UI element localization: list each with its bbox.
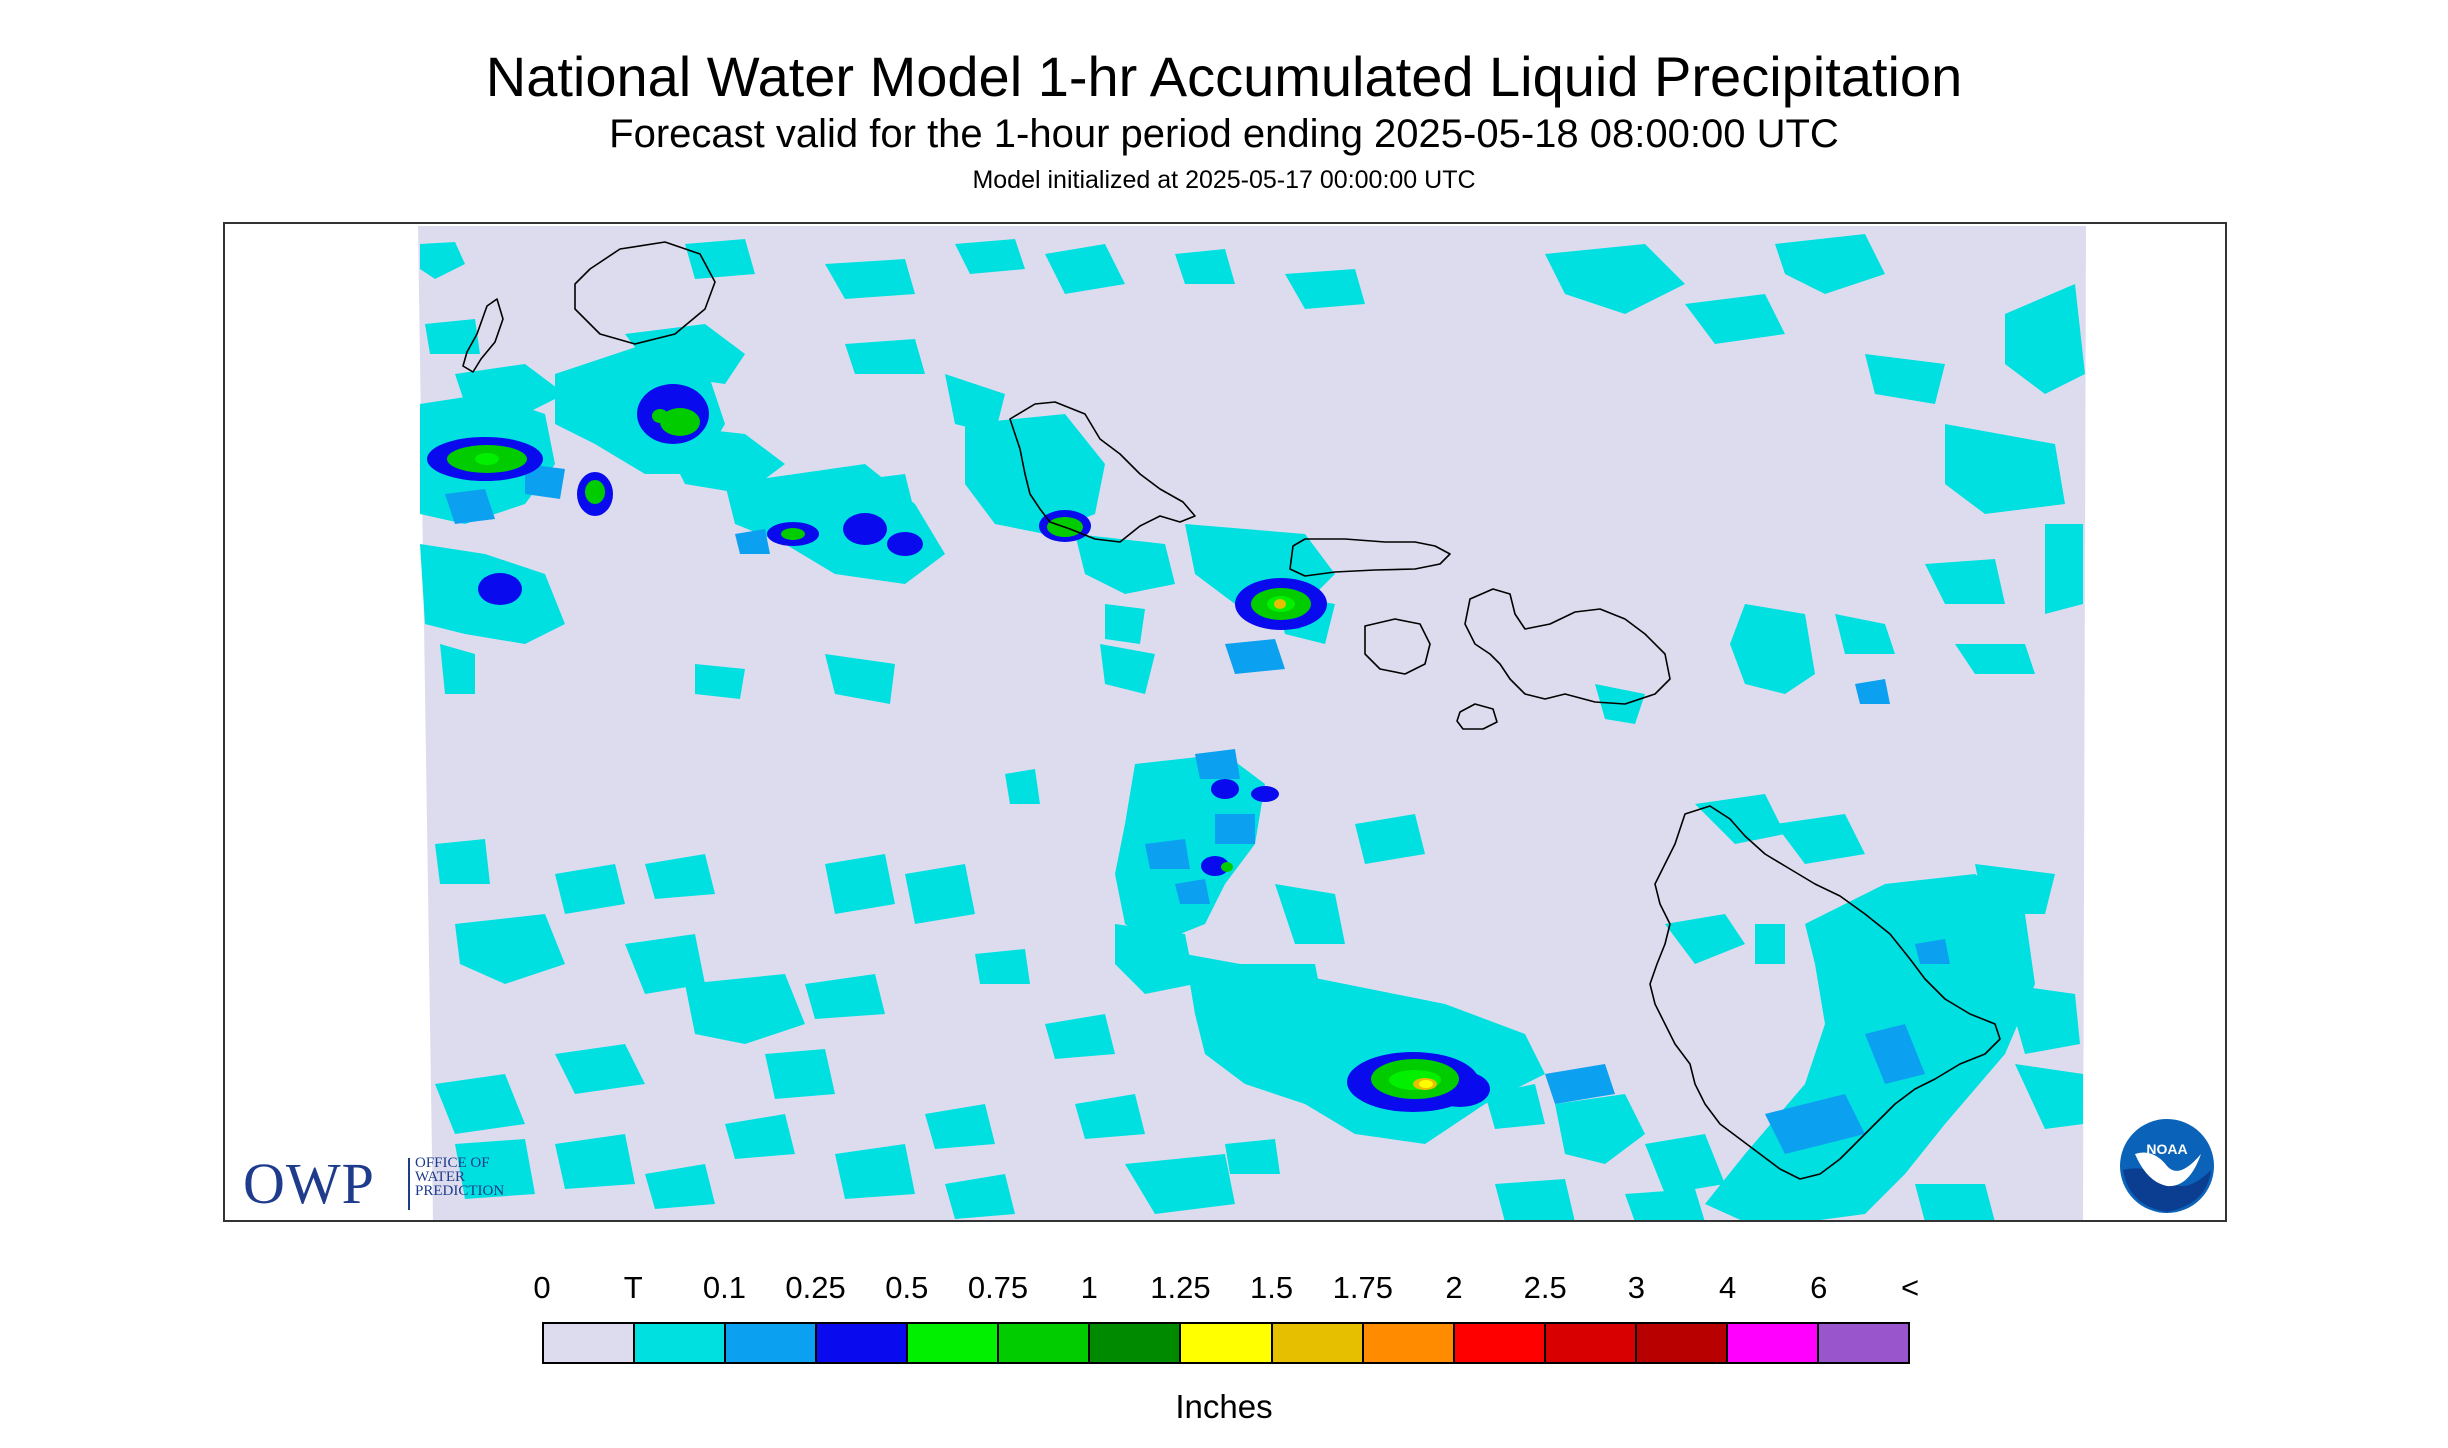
legend-swatch — [817, 1324, 909, 1362]
legend-swatch — [999, 1324, 1091, 1362]
light-precip-areas — [445, 464, 1950, 1154]
legend-label: 1 — [1080, 1270, 1098, 1305]
legend-label: 4 — [1718, 1270, 1737, 1305]
legend-swatch — [544, 1324, 636, 1362]
legend-swatch — [1363, 1324, 1455, 1362]
precipitation-map[interactable]: OWP OFFICE OF WATER PREDICTION NOAA — [223, 222, 2227, 1222]
color-legend-bar — [542, 1322, 1910, 1364]
owp-logo-subtitle: OFFICE OF WATER PREDICTION — [415, 1155, 555, 1199]
owp-logo-letters: OWP — [243, 1151, 375, 1216]
legend-label: 3 — [1627, 1270, 1646, 1305]
legend-swatch — [1090, 1324, 1182, 1362]
noaa-logo-text: NOAA — [2146, 1141, 2187, 1157]
map-subtitle: Forecast valid for the 1-hour period end… — [609, 112, 1839, 156]
legend-label: < — [1900, 1270, 1920, 1305]
noaa-logo: NOAA — [2120, 1119, 2214, 1213]
owp-logo-line2: WATER — [415, 1169, 465, 1185]
legend-label: 0 — [533, 1270, 551, 1305]
legend-label: 0.1 — [702, 1270, 746, 1305]
legend-label: 1.75 — [1332, 1270, 1393, 1305]
legend-label: 1.25 — [1150, 1270, 1211, 1305]
owp-logo-separator — [408, 1158, 410, 1210]
kahoolawe-coast — [1456, 703, 1498, 730]
very-heavy-precip-areas — [475, 453, 1441, 1090]
maui-coast — [1464, 588, 1671, 705]
legend-label: 0.25 — [785, 1270, 846, 1305]
legend-swatch — [726, 1324, 818, 1362]
niihau-coast — [462, 298, 504, 373]
legend-label: 2.5 — [1523, 1270, 1567, 1305]
legend-swatch — [1454, 1324, 1546, 1362]
owp-logo: OWP OFFICE OF WATER PREDICTION — [243, 1154, 563, 1214]
legend-label: 2 — [1445, 1270, 1463, 1305]
legend-swatch — [1272, 1324, 1364, 1362]
legend-units-label: Inches — [1175, 1388, 1273, 1425]
oahu-coast — [1009, 401, 1196, 543]
legend-label: 0.5 — [885, 1270, 929, 1305]
hawaii-coast — [1649, 805, 2001, 1180]
kauai-coast — [574, 241, 716, 345]
legend-swatch — [1727, 1324, 1819, 1362]
legend-label: 6 — [1810, 1270, 1828, 1305]
precipitation-map-canvas[interactable] — [225, 224, 2227, 1222]
legend-label: 1.5 — [1250, 1270, 1294, 1305]
legend-swatch — [1545, 1324, 1637, 1362]
legend-swatch — [908, 1324, 1000, 1362]
legend-swatch — [1818, 1324, 1908, 1362]
owp-logo-line1: OFFICE OF — [415, 1155, 490, 1171]
model-init-line: Model initialized at 2025-05-17 00:00:00… — [972, 166, 1476, 194]
map-title: National Water Model 1-hr Accumulated Li… — [485, 45, 1963, 108]
legend-label: 0.75 — [967, 1270, 1029, 1305]
molokai-coast — [1289, 538, 1451, 577]
legend-labels: 0 T 0.1 0.25 0.5 0.75 1 1.25 1.5 1.75 2 2.5 3 4 6 < — [533, 1270, 1919, 1310]
lanai-coast — [1364, 618, 1431, 675]
legend-swatch — [1636, 1324, 1728, 1362]
legend-swatch — [635, 1324, 727, 1362]
legend-label: T — [623, 1270, 643, 1305]
owp-logo-line3: PREDICTION — [415, 1183, 505, 1199]
island-coastlines — [462, 241, 2001, 1180]
legend-swatch — [1181, 1324, 1273, 1362]
